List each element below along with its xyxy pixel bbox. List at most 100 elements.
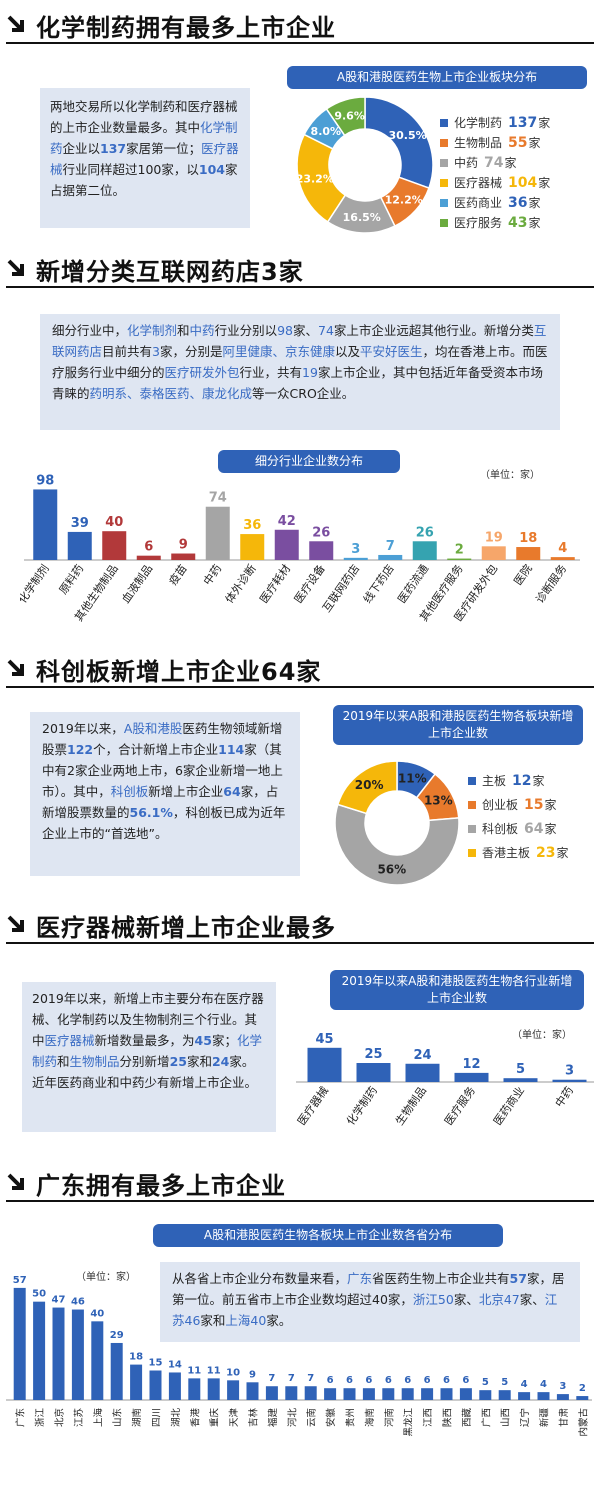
arrow-down-right-icon	[7, 1173, 24, 1190]
legend-value: 43	[508, 214, 528, 231]
bar	[52, 1307, 65, 1400]
bar-value: 46	[71, 1297, 85, 1308]
bar	[304, 1386, 317, 1400]
bar-value: 7	[268, 1373, 275, 1384]
category-label: 黑龙江	[403, 1408, 415, 1437]
bar	[102, 531, 127, 560]
category-label: 血液制品	[119, 562, 156, 606]
legend-swatch	[440, 198, 448, 207]
bar-value: 98	[36, 473, 54, 488]
bar-value: 6	[404, 1375, 411, 1386]
bar-value: 26	[416, 525, 434, 540]
legend-value: 64	[524, 820, 544, 837]
bar	[343, 557, 368, 560]
bar-value: 9	[249, 1369, 256, 1380]
chart2-unit: （单位：家）	[480, 470, 540, 481]
bar-value: 2	[455, 543, 464, 558]
bar	[227, 1380, 240, 1400]
legend-item: 科创板 64 家	[468, 820, 557, 837]
bar-value: 29	[110, 1330, 124, 1341]
category-label: 湖北	[171, 1408, 182, 1428]
bar-value: 57	[13, 1275, 27, 1286]
chart5-bars: 57广东50浙江47北京46江苏40上海29山东18湖南15四川14湖北11香港…	[6, 1275, 592, 1437]
donut-slice	[334, 803, 460, 886]
bar-value: 6	[365, 1375, 372, 1386]
chart2-title: 细分行业企业数分布	[218, 450, 400, 473]
bar	[362, 1388, 375, 1400]
legend-swatch	[468, 776, 476, 785]
bar-value: 50	[32, 1289, 46, 1300]
section-title: 化学制药拥有最多上市企业	[36, 13, 336, 42]
bar-value: 74	[209, 491, 227, 506]
category-label: 原料药	[56, 562, 86, 597]
bar	[91, 1321, 104, 1400]
slice-label: 12.2%	[385, 194, 423, 207]
bar-value: 47	[52, 1295, 66, 1306]
bar	[576, 1396, 589, 1400]
section-header-5: 广东拥有最多上市企业	[6, 1166, 594, 1202]
category-label: 医院	[511, 562, 535, 588]
category-label: 内蒙古	[577, 1408, 589, 1437]
bar-value: 19	[485, 530, 503, 545]
category-label: 甘肃	[558, 1408, 570, 1427]
slice-label: 23.2%	[296, 172, 334, 185]
category-label: 江苏	[73, 1408, 85, 1428]
category-label: 浙江	[34, 1408, 46, 1428]
bar	[503, 1078, 538, 1082]
bar	[537, 1392, 550, 1400]
category-label: 西藏	[461, 1408, 473, 1428]
bar	[518, 1392, 531, 1400]
bar	[552, 1079, 587, 1082]
bar-value: 7	[307, 1373, 314, 1384]
chart2-bars: 98化学制剂39原料药40其他生物制品6血液制品9疫苗74中药36体外诊断42医…	[20, 473, 580, 624]
bar	[421, 1388, 434, 1400]
bar-value: 5	[482, 1377, 489, 1388]
bar	[516, 547, 541, 560]
bar-value: 3	[559, 1381, 566, 1392]
category-label: 香港	[189, 1408, 201, 1428]
legend-label: 中药	[454, 156, 479, 170]
legend-unit: 家	[504, 156, 517, 170]
donut-slice	[364, 96, 434, 190]
bar-value: 6	[424, 1375, 431, 1386]
bar-value: 3	[565, 1064, 574, 1079]
bar	[454, 1072, 489, 1082]
bar	[459, 1388, 472, 1400]
category-label: 广东	[15, 1408, 27, 1427]
bar	[309, 541, 334, 560]
section-title: 新增分类互联网药店3家	[36, 257, 304, 286]
bar-value: 12	[462, 1057, 480, 1072]
category-label: 体外诊断	[222, 562, 259, 606]
bar-value: 6	[443, 1375, 450, 1386]
bar-value: 7	[386, 539, 395, 554]
section4-textbox: 2019年以来，新增上市主要分布在医疗器械、化学制药以及生物制剂三个行业。其中医…	[22, 982, 276, 1132]
bar-value: 39	[71, 516, 89, 531]
category-label: 生物制品	[392, 1084, 429, 1128]
category-label: 福建	[267, 1408, 279, 1428]
legend-unit: 家	[538, 116, 551, 130]
bar	[343, 1388, 356, 1400]
bar	[171, 553, 196, 560]
category-label: 四川	[152, 1408, 163, 1427]
bar-value: 5	[516, 1062, 525, 1077]
bar-value: 4	[521, 1379, 528, 1390]
bar-value: 5	[501, 1377, 508, 1388]
section1-textbox: 两地交易所以化学制药和医疗器械的上市企业数量最多。其中化学制药企业以137家居第…	[40, 88, 250, 228]
bar	[110, 1342, 123, 1400]
bar	[556, 1394, 569, 1400]
legend-swatch	[440, 138, 448, 147]
legend-item: 主板 12 家	[468, 772, 545, 789]
section-rule	[6, 686, 594, 688]
chart1-donut: 30.5% 12.2% 16.5% 23.2% 8.0% 9.6%	[296, 96, 434, 234]
legend-swatch	[440, 118, 448, 127]
legend-value: 55	[508, 134, 528, 151]
legend-label: 主板	[482, 774, 507, 788]
category-label: 医药流通	[395, 562, 432, 606]
bar	[274, 529, 299, 560]
bar	[246, 1382, 259, 1400]
bar-value: 40	[90, 1308, 104, 1319]
bar-value: 40	[105, 515, 123, 530]
legend-unit: 家	[532, 774, 545, 788]
legend-item: 中药 74 家	[440, 154, 517, 171]
chart3-title: 2019年以来A股和港股医药生物各板块新增上市企业数	[333, 705, 583, 745]
